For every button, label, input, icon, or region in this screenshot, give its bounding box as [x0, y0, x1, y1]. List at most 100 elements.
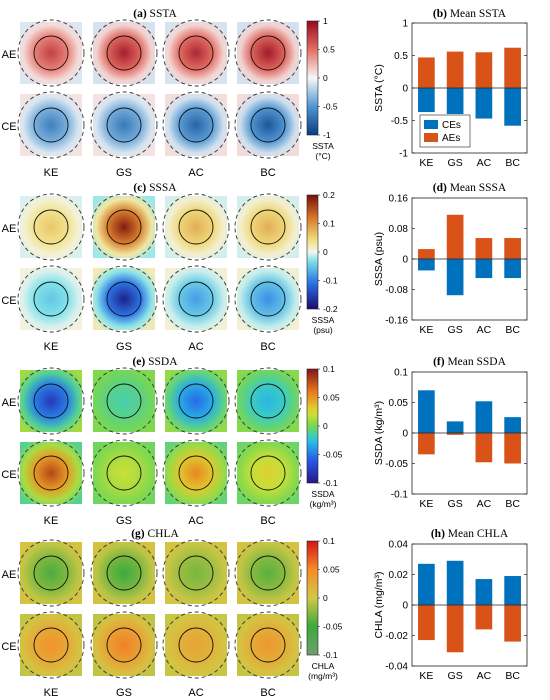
eddy-map-CE-BC — [237, 614, 299, 676]
panel-title-a: (a) SSTA — [133, 8, 177, 20]
x-tick-label-KE: KE — [419, 498, 433, 510]
eddy-map-CE-GS — [93, 94, 155, 156]
colorbar-tick-label: 0 — [323, 421, 328, 431]
y-tick-label: -0.1 — [391, 490, 409, 501]
outer-radius-circle — [90, 367, 158, 435]
outer-radius-circle — [234, 91, 302, 159]
colorbar-tick-label: 0.1 — [323, 536, 335, 546]
eddy-map-CE-KE — [20, 614, 82, 676]
panel-title-g: (g) CHLA — [131, 528, 179, 540]
panel-letter-c: (c) — [133, 182, 146, 194]
x-tick-label-AC: AC — [477, 670, 492, 682]
eddy-map-AE-AC — [165, 542, 227, 604]
row-label-CE: CE — [1, 295, 16, 307]
y-tick-label: 0.05 — [389, 398, 409, 409]
eddy-map-AE-BC — [237, 22, 299, 84]
y-axis-label-b: SSTA (°C) — [373, 64, 385, 112]
colorbar-label-e: SSDA — [311, 489, 334, 499]
outer-radius-circle — [17, 539, 85, 607]
outer-radius-circle — [17, 439, 85, 507]
region-label-BC: BC — [260, 515, 275, 527]
row-label-AE: AE — [2, 49, 17, 61]
row-label-CE: CE — [1, 121, 16, 133]
bar-chart-f: (f) Mean SSDA 0.1 0.05 0 -0.05 -0.1 KE GS AC BC SS… — [373, 356, 528, 510]
colorbar-tick-label: 0 — [323, 247, 328, 257]
outer-radius-circle — [90, 19, 158, 87]
y-tick-label: 0.16 — [389, 194, 409, 205]
region-label-KE: KE — [44, 687, 59, 699]
legend-swatch-CEs — [424, 120, 438, 129]
colorbar-label-g: CHLA — [312, 661, 335, 671]
bar-CEs-GS — [446, 421, 464, 433]
panel-name-c: SSSA — [146, 182, 177, 194]
x-tick-label-BC: BC — [505, 324, 520, 336]
bar-AEs-AC — [475, 433, 493, 463]
region-label-GS: GS — [116, 687, 132, 699]
inner-radius-circle — [106, 35, 142, 71]
y-tick-label: 0.02 — [389, 570, 409, 581]
colorbar-unit-g: (mg/m³) — [308, 671, 338, 681]
inner-radius-circle — [106, 383, 142, 419]
bar-AEs-AC — [475, 238, 493, 259]
inner-radius-circle — [250, 455, 286, 491]
y-tick-label: 0 — [402, 601, 408, 612]
bar-CEs-BC — [504, 417, 521, 433]
legend-swatch-AEs — [424, 133, 438, 142]
bar-AEs-BC — [504, 47, 521, 88]
inner-radius-circle — [250, 209, 286, 245]
outer-radius-circle — [234, 611, 302, 679]
region-label-GS: GS — [116, 167, 132, 179]
y-tick-label: 0 — [402, 255, 408, 266]
x-tick-label-KE: KE — [419, 157, 433, 169]
x-tick-label-BC: BC — [505, 670, 520, 682]
bar-CEs-AC — [475, 88, 493, 119]
inner-radius-circle — [106, 107, 142, 143]
colorbar-label-a: SSTA — [312, 141, 334, 151]
row-label-AE: AE — [2, 569, 17, 581]
colorbar-tick-label: -0.05 — [323, 450, 343, 460]
eddy-map-CE-BC — [237, 268, 299, 330]
inner-radius-circle — [178, 383, 214, 419]
x-tick-label-GS: GS — [448, 324, 463, 336]
colorbar-label-c: SSSA — [312, 315, 335, 325]
x-tick-label-GS: GS — [448, 498, 463, 510]
bar-CEs-KE — [418, 88, 435, 113]
outer-radius-circle — [90, 539, 158, 607]
bar-CEs-GS — [446, 259, 464, 296]
colorbar-tick-label: 0.2 — [323, 190, 335, 200]
y-tick-label: -0.5 — [391, 116, 409, 127]
eddy-map-AE-BC — [237, 370, 299, 432]
bar-CEs-AC — [475, 579, 493, 605]
colorbar-tick-label: -0.05 — [323, 622, 343, 632]
outer-radius-circle — [17, 91, 85, 159]
y-tick-label: -0.04 — [385, 662, 408, 673]
colorbar-a — [306, 20, 319, 136]
outer-radius-circle — [90, 611, 158, 679]
region-label-AC: AC — [188, 515, 203, 527]
eddy-map-AE-AC — [165, 196, 227, 258]
panel-name-g: CHLA — [145, 528, 180, 540]
outer-radius-circle — [162, 439, 230, 507]
colorbar-e — [306, 368, 319, 484]
inner-radius-circle — [178, 455, 214, 491]
bar-AEs-KE — [418, 433, 435, 455]
outer-radius-circle — [17, 193, 85, 261]
region-label-GS: GS — [116, 341, 132, 353]
row-label-CE: CE — [1, 469, 16, 481]
y-axis-label-d: SSSA (psu) — [373, 232, 385, 286]
legend-label-AEs: AEs — [442, 133, 460, 144]
x-tick-label-KE: KE — [419, 324, 433, 336]
y-tick-label: 0.08 — [389, 224, 409, 235]
eddy-map-AE-GS — [93, 370, 155, 432]
eddy-map-CE-AC — [165, 268, 227, 330]
inner-radius-circle — [178, 281, 214, 317]
y-tick-label: -0.08 — [385, 285, 408, 296]
chart-name-h: Mean CHLA — [445, 528, 509, 540]
inner-radius-circle — [33, 383, 69, 419]
y-tick-label: -0.16 — [385, 316, 408, 327]
row-label-AE: AE — [2, 223, 17, 235]
